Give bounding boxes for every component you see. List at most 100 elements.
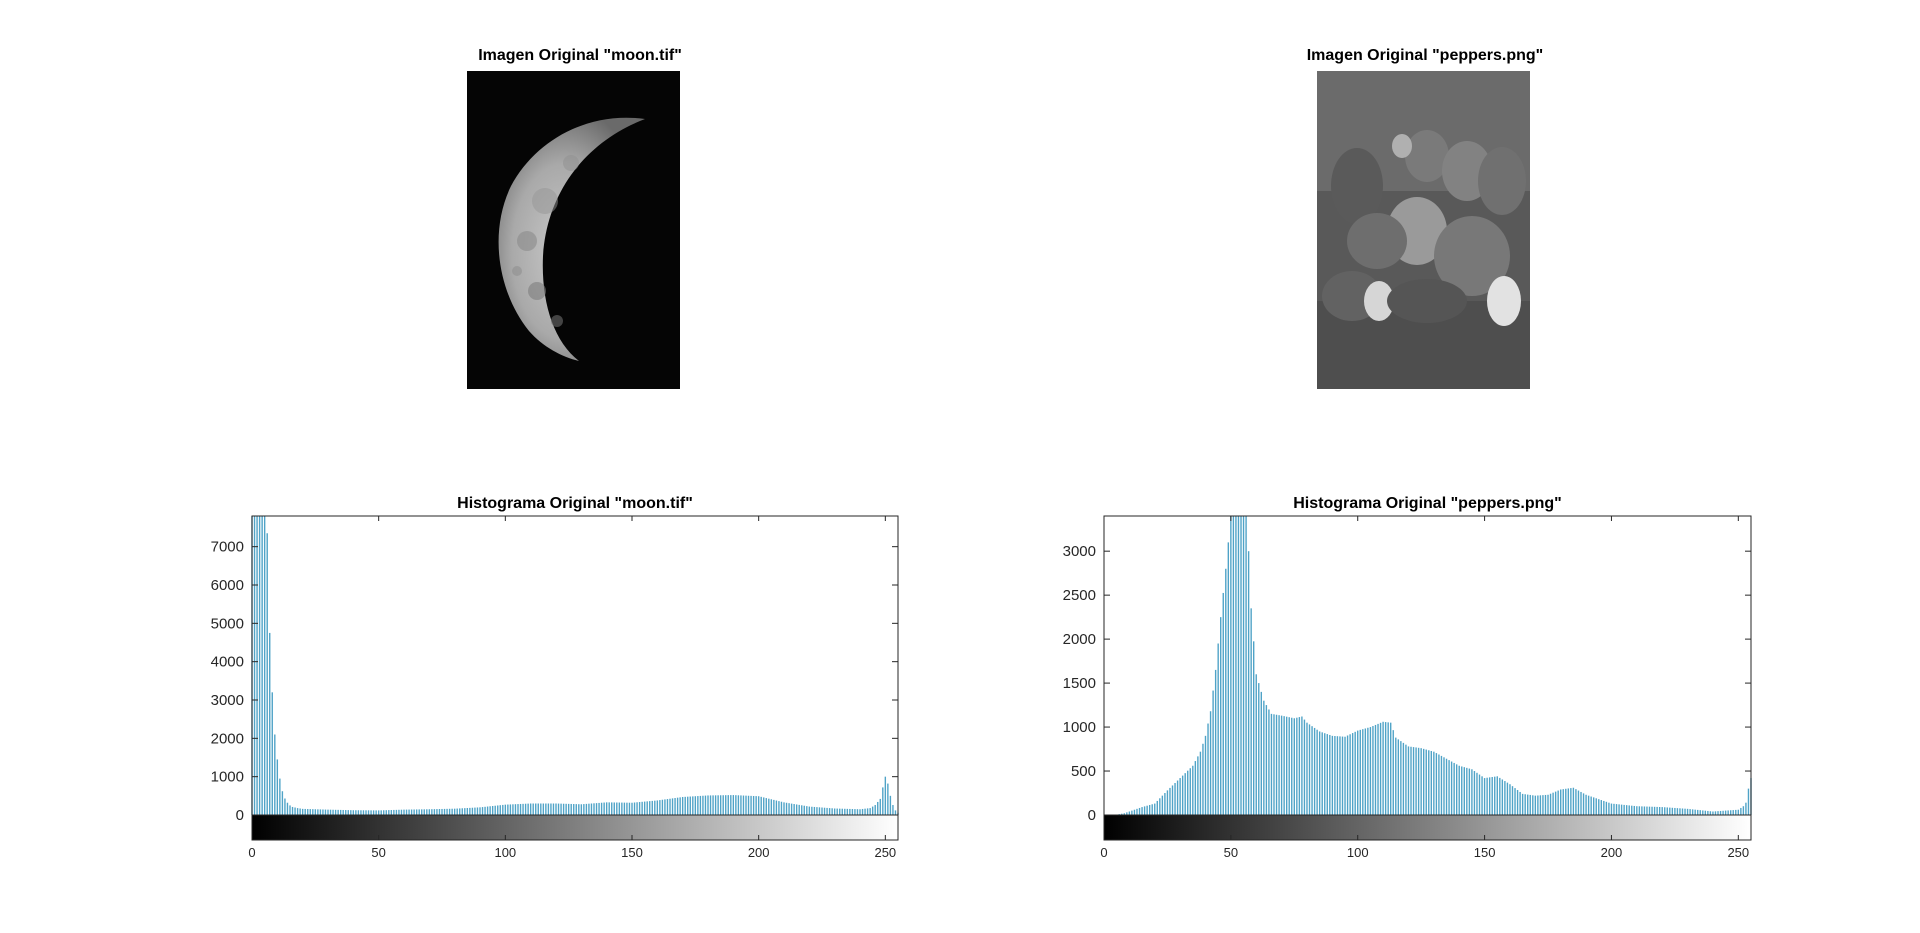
histogram-bar [537,803,539,815]
histogram-bar [894,810,897,815]
histogram-bar [1240,516,1242,815]
histogram-bar [1443,757,1445,815]
histogram-bar [1230,516,1232,815]
histogram-bar [1123,813,1125,815]
histogram-bar [1539,795,1542,815]
histogram-bar [1608,802,1610,815]
histogram-bar [575,804,577,815]
histogram-bar [869,808,871,815]
histogram-bar [1278,715,1280,815]
histogram-bar [1514,788,1516,815]
histogram-bar [1392,730,1394,815]
histogram-bar [1331,735,1334,815]
histogram-bar [593,803,595,815]
histogram-bar [1631,805,1633,815]
histogram-bar [560,803,562,815]
histogram-bar [507,804,509,815]
histogram-bar [522,803,524,815]
histogram-bar [362,810,365,815]
histogram-bar [274,734,276,815]
histogram-bar [892,805,894,815]
histogram-bar [1557,790,1559,815]
histogram-bar [535,803,537,815]
histogram-bar [484,806,486,815]
histogram-bar [1707,810,1709,815]
histogram-bar [1671,807,1674,815]
histogram-bar [299,808,301,815]
histogram-bar [469,807,471,815]
histogram-bar [464,808,466,815]
histogram-bar [851,809,854,815]
histogram-bar [1504,781,1506,815]
x-tick-label: 250 [1727,845,1749,860]
chart-title: Histograma Original "peppers.png" [1293,495,1562,512]
histogram-bar [1209,711,1212,815]
histogram-bar [334,809,337,815]
histogram-bar [1410,746,1412,815]
histogram-bar [1336,736,1339,815]
histogram-bar [1364,728,1367,815]
x-tick-label: 100 [494,845,516,860]
histogram-bar [844,808,846,815]
histogram-bar [1156,800,1158,815]
histogram-bar [1661,807,1663,815]
histogram-bar [1524,794,1526,815]
histogram-bar [757,796,760,815]
histogram-bar [1620,804,1623,815]
histogram-bar [400,809,403,815]
histogram-bar [258,516,261,815]
histogram-bar [1192,765,1194,815]
histogram-bar [1298,717,1301,815]
histogram-bar [365,810,367,815]
histogram-bar [641,801,643,815]
histogram-bar [1405,744,1407,815]
histogram-bar [360,810,362,815]
peppers-image-title: Imagen Original "peppers.png" [1306,47,1544,64]
histogram-bar [588,803,590,815]
y-tick-label: 7000 [211,539,244,556]
histogram-bar [486,806,489,815]
histogram-bar [433,809,436,815]
histogram-bar [1618,804,1620,815]
histogram-bar [403,809,405,815]
histogram-bar [1516,790,1519,815]
histogram-bar [818,807,821,815]
histogram-bar [324,809,327,815]
histogram-bar [1181,775,1184,815]
histogram-bar [393,809,395,815]
histogram-bar [747,795,750,815]
histogram-bar [621,802,623,815]
y-tick-label: 2000 [1063,631,1096,648]
histogram-bar [426,809,428,815]
histogram-bar [1747,788,1750,815]
histogram-bar [798,804,800,815]
histogram-bar [1691,809,1694,815]
histogram-bar [704,795,707,815]
moon-image [467,71,680,389]
histogram-bar [1684,808,1686,815]
histogram-bar [256,516,258,815]
histogram-bar [1303,719,1306,815]
histogram-bar [659,800,661,815]
histogram-bar [887,783,889,815]
histogram-bar [1648,806,1651,815]
histogram-bar [1258,683,1260,815]
histogram-bar [527,803,529,815]
histogram-bar [385,810,387,815]
histogram-bar [532,803,534,815]
y-tick-label: 4000 [211,654,244,671]
histogram-bar [1265,705,1268,815]
histogram-bar [322,809,324,815]
histogram-bar [1245,516,1247,815]
histogram-bar [578,804,580,815]
histogram-bar [1440,755,1443,815]
histogram-bar [828,808,831,815]
histogram-bar [451,808,453,815]
histogram-bar [266,533,268,815]
histogram-bar [836,808,838,815]
histogram-bar [1496,776,1498,815]
histogram-bar [755,796,757,815]
histogram-bar [616,802,618,815]
y-tick-label: 6000 [211,577,244,594]
histogram-bar [618,802,621,815]
